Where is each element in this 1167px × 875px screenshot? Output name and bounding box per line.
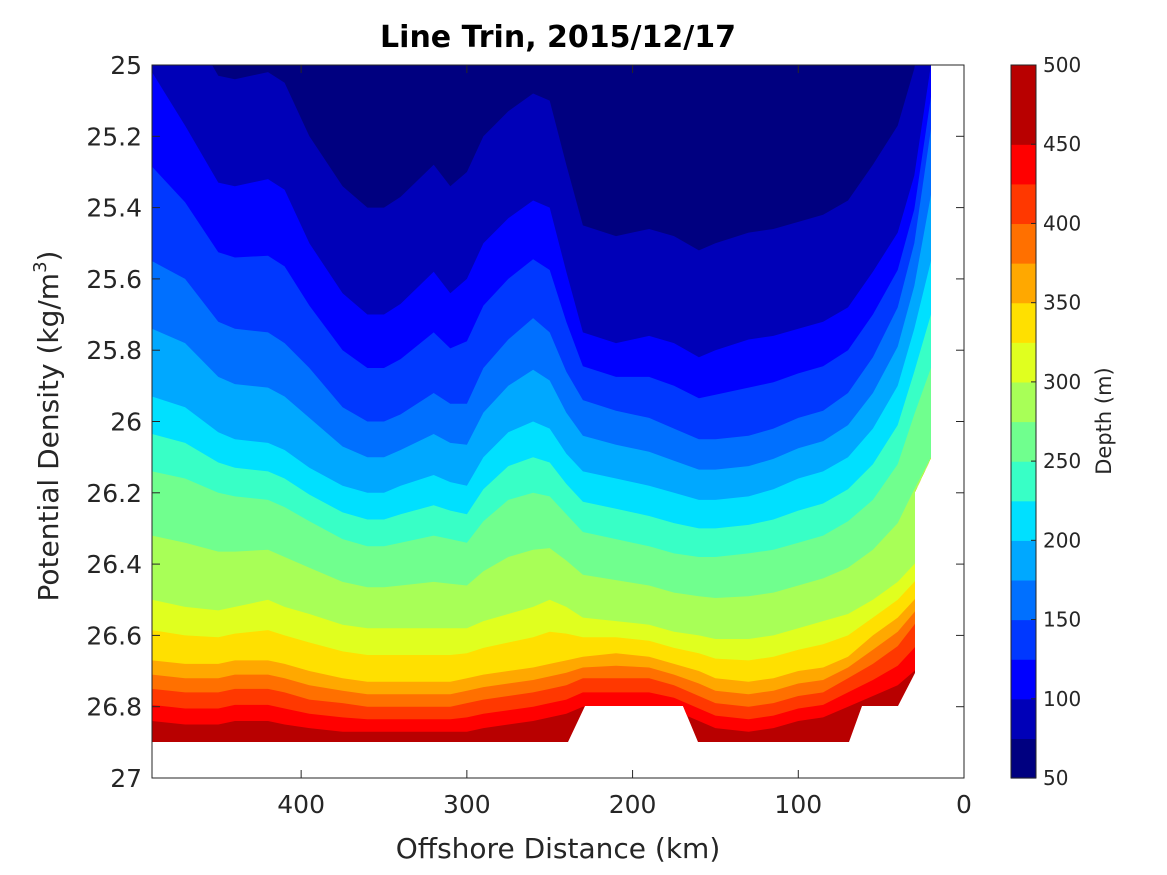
colorbar-segment — [1011, 223, 1036, 264]
y-tick-label: 25.8 — [86, 336, 142, 365]
y-tick-label: 26.2 — [86, 479, 142, 508]
colorbar-tick-label: 300 — [1043, 370, 1081, 394]
colorbar-segment — [1011, 461, 1036, 502]
colorbar-tick-label: 250 — [1043, 449, 1081, 473]
x-ticks: 400 300 200 100 0 — [277, 65, 972, 819]
y-tick-label: 26.6 — [86, 621, 142, 650]
y-tick-label: 25 — [110, 51, 142, 80]
y-ticks: 25 25.2 25.4 25.6 25.8 26 26.2 26.4 26.6 26.8 27 — [86, 51, 964, 793]
y-tick-label: 25.6 — [86, 265, 142, 294]
colorbar-segment — [1011, 302, 1036, 343]
colorbar-segment — [1011, 540, 1036, 581]
contour-band-0 — [152, 65, 931, 251]
colorbar-segment — [1011, 619, 1036, 660]
x-tick-label: 400 — [277, 790, 325, 819]
colorbar-segment — [1011, 342, 1036, 383]
colorbar-segment — [1011, 183, 1036, 225]
colorbar-tick-label: 500 — [1043, 53, 1081, 77]
colorbar-segment — [1011, 381, 1036, 423]
contour-bands — [152, 65, 931, 742]
x-tick-label: 100 — [774, 790, 822, 819]
y-axis-label-superscript: 3 — [30, 261, 51, 272]
x-tick-label: 200 — [609, 790, 657, 819]
colorbar: 50 100 150 200 250 300 350 400 450 500 — [1010, 53, 1081, 790]
y-tick-label: 26.8 — [86, 693, 142, 722]
y-axis-label-main: Potential Density (kg/m — [32, 273, 65, 602]
colorbar-tick-label: 50 — [1043, 766, 1068, 790]
colorbar-segment — [1011, 263, 1036, 304]
colorbar-tick-label: 450 — [1043, 132, 1081, 156]
colorbar-segment — [1011, 65, 1036, 106]
colorbar-segment — [1011, 421, 1036, 462]
colorbar-segment — [1011, 579, 1036, 621]
x-tick-label: 300 — [443, 790, 491, 819]
colorbar-tick-label: 350 — [1043, 291, 1081, 315]
chart-title: Line Trin, 2015/12/17 — [380, 20, 736, 55]
colorbar-segment — [1011, 500, 1036, 541]
colorbar-tick-label: 200 — [1043, 528, 1081, 552]
colorbar-segment — [1011, 698, 1036, 739]
x-axis-label: Offshore Distance (km) — [396, 832, 721, 865]
colorbar-label: Depth (m) — [1092, 367, 1116, 474]
y-tick-label: 25.2 — [86, 122, 142, 151]
plot-area — [152, 65, 964, 778]
y-tick-label: 26.4 — [86, 550, 142, 579]
x-tick-label: 0 — [956, 790, 972, 819]
y-axis-label: Potential Density (kg/m3) — [30, 251, 65, 602]
colorbar-segment — [1011, 738, 1036, 779]
y-tick-label: 26 — [110, 408, 142, 437]
colorbar-tick-label: 400 — [1043, 211, 1081, 235]
colorbar-tick-label: 100 — [1043, 687, 1081, 711]
colorbar-segment — [1011, 659, 1036, 700]
y-tick-label: 27 — [110, 764, 142, 793]
colorbar-frame — [1010, 64, 1037, 779]
y-tick-label: 25.4 — [86, 194, 142, 223]
colorbar-segment — [1011, 144, 1036, 185]
y-axis-label-end: ) — [32, 251, 65, 262]
colorbar-segment — [1011, 104, 1036, 145]
colorbar-tick-label: 150 — [1043, 608, 1081, 632]
